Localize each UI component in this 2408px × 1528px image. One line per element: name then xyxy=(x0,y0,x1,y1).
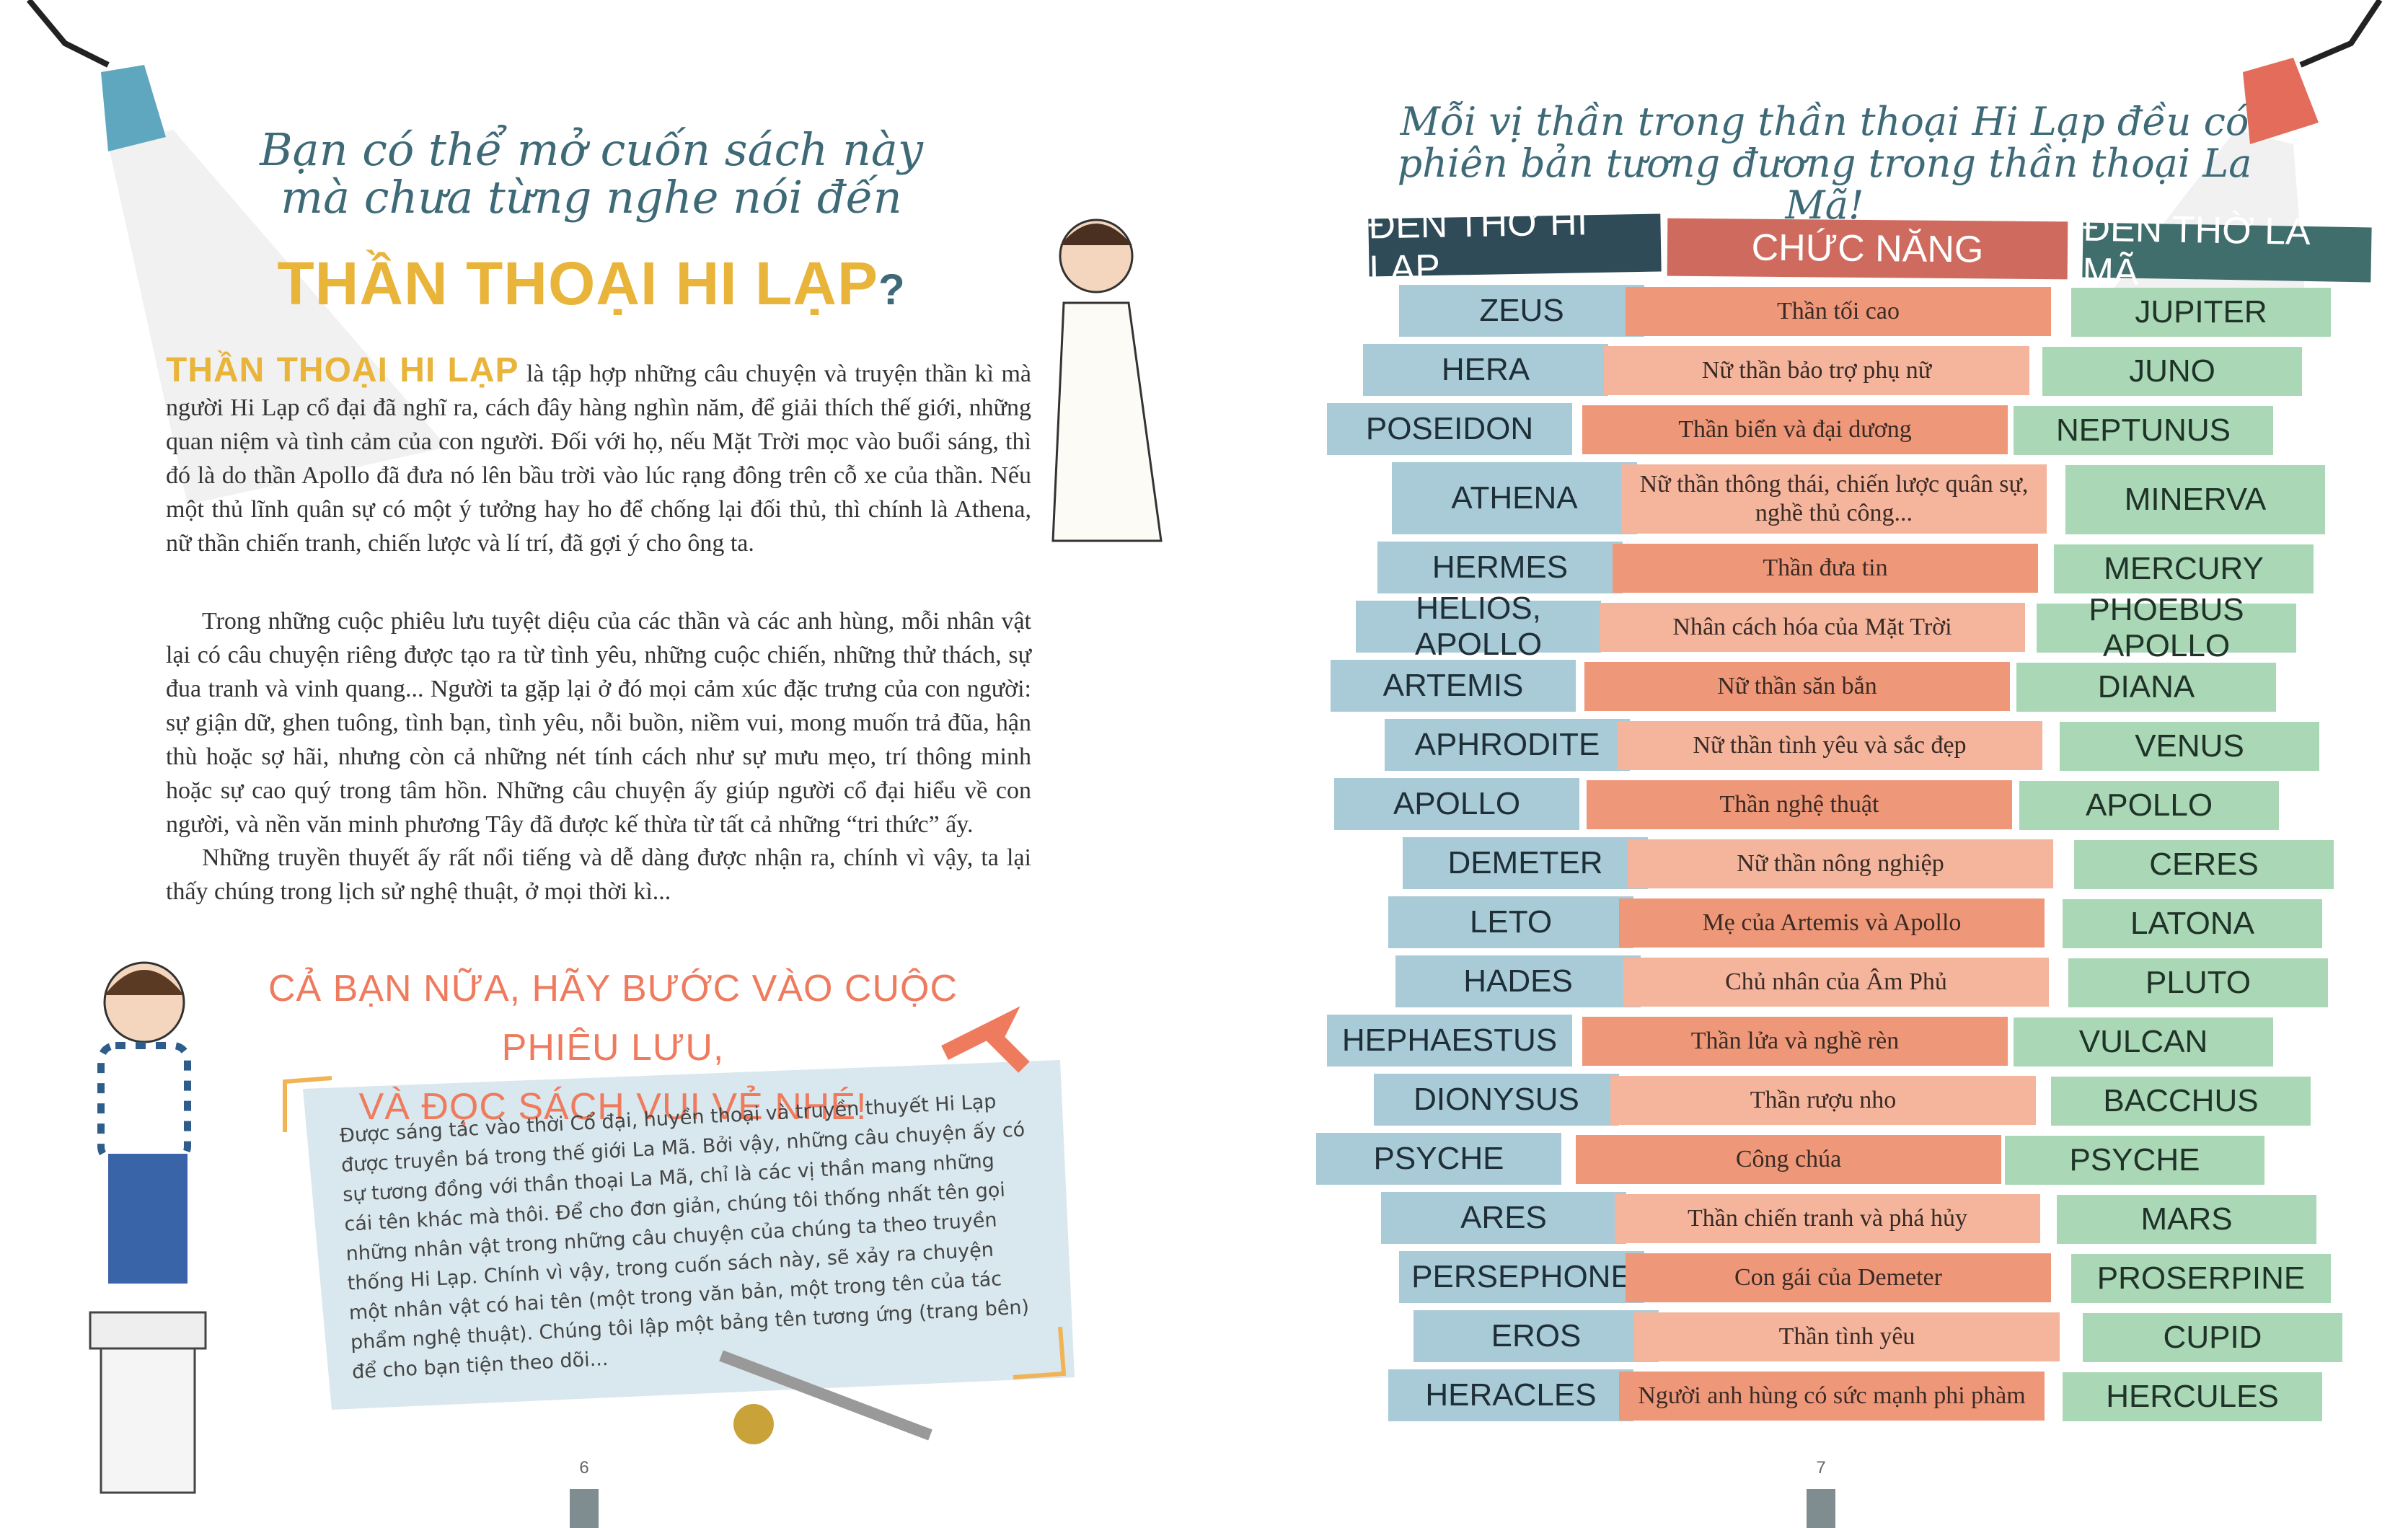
heading-line: mà chưa từng nghe nói đến xyxy=(281,171,902,224)
function: Mẹ của Artemis và Apollo xyxy=(1619,898,2045,948)
function: Nữ thần tình yêu và sắc đẹp xyxy=(1617,721,2042,770)
function: Chủ nhân của Âm Phủ xyxy=(1623,958,2049,1007)
greek-name: ARTEMIS xyxy=(1331,660,1576,712)
greek-name: HELIOS, APOLLO xyxy=(1356,591,1601,662)
roman-name: NEPTUNUS xyxy=(2014,406,2273,455)
function: Nhân cách hóa của Mặt Trời xyxy=(1600,603,2025,652)
greek-name: ATHENA xyxy=(1392,462,1637,534)
roman-name: PHOEBUS APOLLO xyxy=(2037,592,2296,663)
roman-name: APOLLO xyxy=(2019,781,2279,830)
paragraph: Những truyền thuyết ấy rất nổi tiếng và … xyxy=(166,844,1031,905)
greek-name: PERSEPHONE xyxy=(1399,1251,1644,1303)
greek-name: HEPHAESTUS xyxy=(1327,1015,1572,1066)
function: Thần lửa và nghề rèn xyxy=(1582,1017,2008,1066)
paragraph: THẦN THOẠI HI LẠP là tập hợp những câu c… xyxy=(166,353,1031,560)
paragraph-text: là tập hợp những câu chuyện và truyện th… xyxy=(166,361,1031,557)
heading-line: Bạn có thể mở cuốn sách này xyxy=(260,123,923,176)
title-highlight: THẦN THOẠI HI LẠP xyxy=(277,249,878,317)
callout: CẢ BẠN NỮA, HÃY BƯỚC VÀO CUỘC PHIÊU LƯU,… xyxy=(238,959,988,1136)
greek-name: DIONYSUS xyxy=(1374,1074,1619,1126)
heading-line: Mỗi vị thần trong thần thoại Hi Lạp đều … xyxy=(1400,99,2249,144)
function: Người anh hùng có sức mạnh phi phàm xyxy=(1619,1372,2045,1421)
illustration-girl xyxy=(1051,218,1163,542)
roman-name: VENUS xyxy=(2060,722,2319,771)
function: Thần đưa tin xyxy=(1613,544,2038,593)
function: Thần tình yêu xyxy=(1634,1312,2060,1361)
sword xyxy=(719,1350,932,1441)
greek-name: HERMES xyxy=(1377,542,1623,593)
roman-name: MINERVA xyxy=(2065,465,2325,534)
function: Công chúa xyxy=(1576,1135,2001,1184)
roman-name: JUNO xyxy=(2042,347,2302,396)
paragraph-lead: THẦN THOẠI HI LẠP xyxy=(166,351,519,389)
ball xyxy=(733,1404,774,1444)
greek-name: APOLLO xyxy=(1334,778,1579,830)
function: Thần nghệ thuật xyxy=(1587,780,2012,829)
illustration-boy xyxy=(89,961,207,1494)
roman-name: BACCHUS xyxy=(2051,1077,2311,1126)
left-title: THẦN THOẠI HI LẠP? xyxy=(216,249,966,319)
left-heading: Bạn có thể mở cuốn sách này mà chưa từng… xyxy=(216,126,966,221)
function: Thần chiến tranh và phá hủy xyxy=(1615,1194,2040,1243)
roman-name: MERCURY xyxy=(2054,544,2314,593)
arrow-icon xyxy=(941,1006,1030,1073)
corner xyxy=(283,1076,332,1132)
page-tab xyxy=(570,1489,599,1528)
corner xyxy=(1013,1326,1067,1379)
lamp-arm xyxy=(26,0,110,68)
roman-name: JUPITER xyxy=(2071,288,2331,337)
function: Nữ thần nông nghiệp xyxy=(1628,839,2053,888)
roman-name: CUPID xyxy=(2083,1313,2342,1362)
page-number: 7 xyxy=(1816,1458,1826,1478)
page-tab xyxy=(1807,1489,1835,1528)
greek-name: LETO xyxy=(1388,896,1633,948)
roman-name: HERCULES xyxy=(2063,1372,2322,1421)
roman-name: PROSERPINE xyxy=(2071,1254,2331,1303)
column-header: CHỨC NĂNG xyxy=(1667,218,2068,280)
roman-name: CERES xyxy=(2074,840,2334,889)
greek-name: HADES xyxy=(1395,955,1641,1007)
paragraph: Trong những cuộc phiêu lưu tuyệt diệu củ… xyxy=(166,608,1031,838)
greek-name: EROS xyxy=(1414,1310,1659,1362)
greek-name: DEMETER xyxy=(1403,837,1648,889)
function: Nữ thần bảo trợ phụ nữ xyxy=(1604,346,2029,395)
function: Thần biển và đại dương xyxy=(1582,405,2008,454)
greek-name: ARES xyxy=(1381,1192,1626,1244)
greek-name: POSEIDON xyxy=(1327,403,1572,455)
greek-name: PSYCHE xyxy=(1316,1133,1561,1185)
column-header: ĐỀN THỜ LA MÃ xyxy=(2082,208,2372,293)
page-number: 6 xyxy=(579,1458,589,1478)
greek-name: ZEUS xyxy=(1399,285,1644,337)
heading-line: phiên bản tương đương trong thần thoại L… xyxy=(1397,141,2252,228)
roman-name: VULCAN xyxy=(2014,1017,2273,1066)
greek-name: HERACLES xyxy=(1388,1369,1633,1421)
lamp xyxy=(101,65,166,151)
greek-name: APHRODITE xyxy=(1385,719,1630,771)
roman-name: PSYCHE xyxy=(2005,1136,2264,1185)
roman-name: MARS xyxy=(2057,1195,2316,1244)
function: Con gái của Demeter xyxy=(1626,1253,2051,1302)
function: Thần rượu nho xyxy=(1610,1076,2036,1125)
callout-line: VÀ ĐỌC SÁCH VUI VẺ NHÉ! xyxy=(358,1086,868,1128)
lamp-arm xyxy=(2299,0,2383,68)
column-header: ĐỀN THỜ HI LẠP xyxy=(1368,201,1662,291)
right-heading: Mỗi vị thần trong thần thoại Hi Lạp đều … xyxy=(1370,101,2279,226)
callout-line: CẢ BẠN NỮA, HÃY BƯỚC VÀO CUỘC PHIÊU LƯU, xyxy=(268,968,958,1069)
light-beam xyxy=(108,130,447,505)
note-box xyxy=(303,1060,1075,1410)
function: Nữ thần thông thái, chiến lược quân sự, … xyxy=(1621,464,2047,534)
greek-name: HERA xyxy=(1363,344,1608,396)
function: Thần tối cao xyxy=(1626,287,2051,336)
roman-name: DIANA xyxy=(2016,663,2276,712)
lamp xyxy=(2243,58,2319,144)
roman-name: LATONA xyxy=(2063,899,2322,948)
roman-name: PLUTO xyxy=(2068,958,2328,1007)
title-end: ? xyxy=(878,265,906,314)
function: Nữ thần săn bắn xyxy=(1584,662,2010,711)
